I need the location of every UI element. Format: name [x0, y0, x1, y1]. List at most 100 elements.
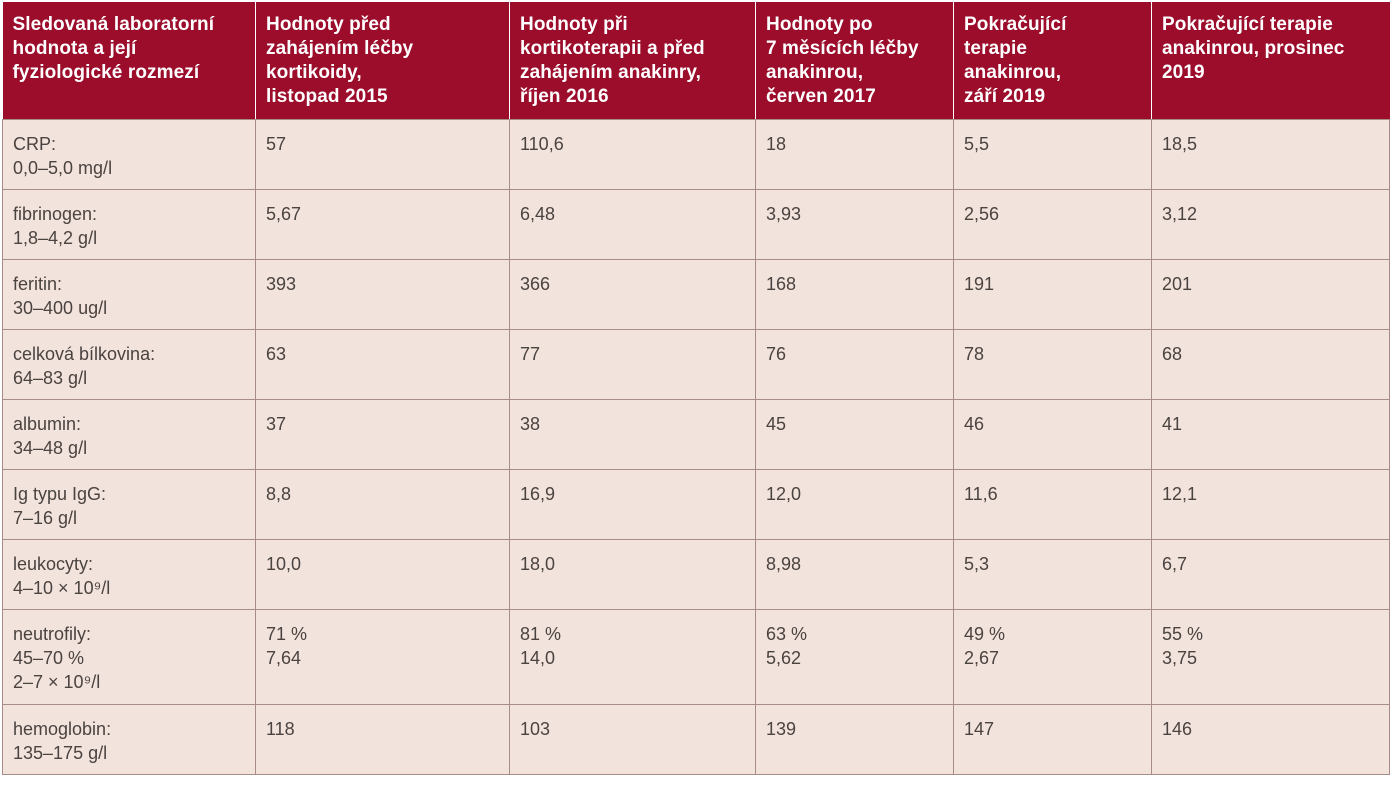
value-text: 147 [964, 718, 995, 739]
table-body: CRP: 0,0–5,0 mg/l 57 110,6 18 5,5 18,5 fibrinog… [2, 119, 1390, 775]
value-cell: 41 [1151, 399, 1390, 470]
reference-range: 4–10 × 10⁹/l [13, 577, 111, 598]
reference-range: 64–83 g/l [13, 367, 88, 388]
value-text: 16,9 [520, 483, 556, 504]
lab-values-table: Sledovaná laboratorní hodnota a její fyz… [2, 2, 1390, 775]
parameter-cell: albumin: 34–48 g/l [2, 399, 256, 470]
value-cell: 46 [953, 399, 1152, 470]
value-text: 46 [964, 413, 985, 434]
value-text: 63 [266, 343, 287, 364]
reference-range: 45–70 % [13, 647, 85, 668]
value-text: 8,8 [266, 483, 292, 504]
value-text: 12,0 [766, 483, 802, 504]
reference-range: 2–7 × 10⁹/l [13, 671, 101, 692]
value-cell: 77 [509, 329, 756, 400]
value-text: 2,67 [964, 647, 1000, 668]
reference-range: 34–48 g/l [13, 437, 88, 458]
value-text: 37 [266, 413, 287, 434]
value-cell: 11,6 [953, 469, 1152, 540]
value-text: 146 [1162, 718, 1193, 739]
value-cell: 201 [1151, 259, 1390, 330]
value-cell: 191 [953, 259, 1152, 330]
value-text: 49 % [964, 623, 1006, 644]
reference-range: 0,0–5,0 mg/l [13, 157, 113, 178]
value-text: 10,0 [266, 553, 302, 574]
value-text: 55 % [1162, 623, 1204, 644]
value-cell: 146 [1151, 704, 1390, 775]
value-text: 81 % [520, 623, 562, 644]
value-cell: 6,7 [1151, 539, 1390, 610]
value-text: 201 [1162, 273, 1193, 294]
parameter-name: celková bílkovina: [13, 343, 156, 364]
reference-range: 1,8–4,2 g/l [13, 227, 98, 248]
value-cell: 18 [755, 119, 954, 190]
value-cell: 168 [755, 259, 954, 330]
parameter-name: fibrinogen: [13, 203, 98, 224]
value-cell: 12,1 [1151, 469, 1390, 540]
value-text: 3,93 [766, 203, 802, 224]
value-text: 5,5 [964, 133, 990, 154]
value-cell: 68 [1151, 329, 1390, 400]
value-text: 139 [766, 718, 797, 739]
header-cell-september-2019: Pokračující terapie anakinrou, září 2019 [953, 2, 1152, 120]
value-cell: 103 [509, 704, 756, 775]
value-text: 45 [766, 413, 787, 434]
value-cell: 71 % 7,64 [255, 609, 510, 705]
value-text: 71 % [266, 623, 308, 644]
value-cell: 12,0 [755, 469, 954, 540]
value-cell: 16,9 [509, 469, 756, 540]
value-text: 3,12 [1162, 203, 1198, 224]
value-text: 18,0 [520, 553, 556, 574]
header-cell-december-2019: Pokračující terapie anakinrou, prosinec … [1151, 2, 1390, 120]
value-text: 14,0 [520, 647, 556, 668]
value-cell: 5,67 [255, 189, 510, 260]
value-text: 393 [266, 273, 297, 294]
parameter-name: leukocyty: [13, 553, 94, 574]
value-cell: 3,12 [1151, 189, 1390, 260]
value-text: 11,6 [964, 483, 998, 504]
value-text: 68 [1162, 343, 1183, 364]
value-text: 191 [964, 273, 995, 294]
table-row: albumin: 34–48 g/l 37 38 45 46 41 [2, 399, 1390, 470]
value-cell: 8,8 [255, 469, 510, 540]
parameter-cell: fibrinogen: 1,8–4,2 g/l [2, 189, 256, 260]
value-text: 18 [766, 133, 787, 154]
parameter-cell: CRP: 0,0–5,0 mg/l [2, 119, 256, 190]
value-cell: 6,48 [509, 189, 756, 260]
value-cell: 3,93 [755, 189, 954, 260]
table-row: leukocyty: 4–10 × 10⁹/l 10,0 18,0 8,98 5,3 6,7 [2, 539, 1390, 610]
value-text: 41 [1162, 413, 1183, 434]
value-text: 168 [766, 273, 797, 294]
value-text: 38 [520, 413, 541, 434]
value-text: 5,62 [766, 647, 802, 668]
value-text: 5,3 [964, 553, 990, 574]
value-text: 110,6 [520, 133, 564, 154]
table-header: Sledovaná laboratorní hodnota a její fyz… [2, 2, 1390, 120]
value-cell: 10,0 [255, 539, 510, 610]
value-cell: 5,5 [953, 119, 1152, 190]
value-cell: 147 [953, 704, 1152, 775]
parameter-name: albumin: [13, 413, 82, 434]
value-cell: 76 [755, 329, 954, 400]
reference-range: 135–175 g/l [13, 742, 108, 763]
value-text: 103 [520, 718, 551, 739]
parameter-name: neutrofily: [13, 623, 92, 644]
value-cell: 37 [255, 399, 510, 470]
value-text: 7,64 [266, 647, 302, 668]
value-text: 18,5 [1162, 133, 1198, 154]
value-text: 78 [964, 343, 985, 364]
parameter-cell: leukocyty: 4–10 × 10⁹/l [2, 539, 256, 610]
value-text: 2,56 [964, 203, 1000, 224]
reference-range: 30–400 ug/l [13, 297, 108, 318]
value-cell: 18,0 [509, 539, 756, 610]
value-cell: 49 % 2,67 [953, 609, 1152, 705]
value-text: 118 [266, 718, 295, 739]
value-text: 77 [520, 343, 541, 364]
table-row: CRP: 0,0–5,0 mg/l 57 110,6 18 5,5 18,5 [2, 119, 1390, 190]
reference-range: 7–16 g/l [13, 507, 78, 528]
value-cell: 118 [255, 704, 510, 775]
value-cell: 57 [255, 119, 510, 190]
value-text: 3,75 [1162, 647, 1198, 668]
header-cell-after-7-months: Hodnoty po 7 měsících léčby anakinrou, č… [755, 2, 954, 120]
value-cell: 5,3 [953, 539, 1152, 610]
